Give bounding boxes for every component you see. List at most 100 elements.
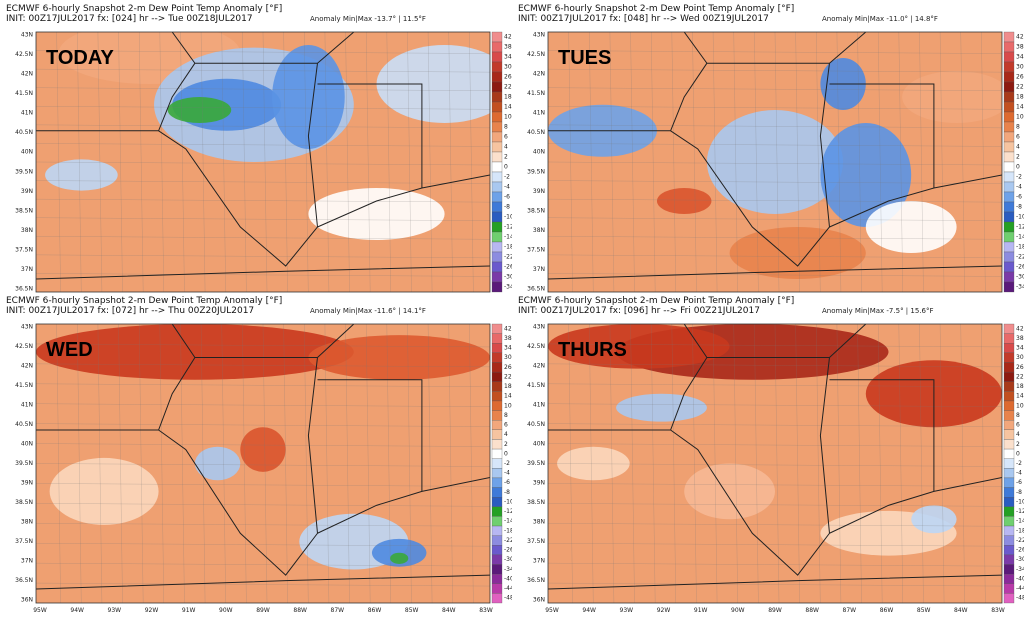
- colorbar-swatch: [491, 51, 503, 63]
- colorbar-swatch: [491, 71, 503, 83]
- colorbar-swatch: [1003, 573, 1015, 584]
- county-line: [36, 124, 490, 129]
- map: [548, 324, 1002, 603]
- colorbar-swatch: [491, 151, 503, 163]
- county-line: [324, 32, 330, 292]
- colorbar-label: -14: [504, 518, 514, 525]
- colorbar-swatch: [491, 333, 503, 344]
- county-line: [960, 32, 965, 292]
- lon-label: 90W: [731, 607, 745, 614]
- colorbar-swatch: [491, 131, 503, 143]
- colorbar-label: 0: [504, 450, 508, 457]
- county-line: [671, 32, 676, 292]
- county-line: [836, 324, 842, 603]
- lon-label: 83W: [479, 607, 493, 614]
- colorbar-swatch: [1003, 31, 1015, 43]
- county-line: [939, 32, 945, 292]
- colorbar-label: 10: [1016, 402, 1024, 409]
- county-line: [981, 32, 986, 292]
- lat-label: 36.5N: [15, 286, 33, 293]
- county-line: [836, 32, 842, 292]
- colorbar-swatch: [491, 81, 503, 93]
- county-line: [36, 161, 490, 166]
- colorbar-label: 2: [1016, 154, 1020, 161]
- lat-label: 42N: [21, 71, 33, 78]
- colorbar-label: 0: [1016, 164, 1020, 171]
- colorbar-label: 22: [1016, 84, 1024, 91]
- map: [548, 32, 1002, 292]
- county-line: [878, 324, 883, 603]
- colorbar-swatch: [491, 191, 503, 203]
- county-line: [386, 32, 391, 292]
- colorbar-label: 30: [504, 354, 512, 361]
- lon-label: 90W: [219, 607, 233, 614]
- county-line: [242, 324, 247, 603]
- colorbar-swatch: [491, 477, 503, 488]
- lon-label: 95W: [33, 607, 47, 614]
- colorbar-swatch: [491, 497, 503, 507]
- county-line: [548, 217, 1002, 221]
- colorbar-label: -26: [504, 547, 514, 554]
- lat-label: 39.5N: [527, 460, 545, 467]
- colorbar-swatch: [491, 91, 503, 103]
- county-line: [630, 32, 635, 292]
- colorbar-swatch: [1003, 81, 1015, 93]
- lon-label: 91W: [694, 607, 708, 614]
- colorbar-swatch: [1003, 352, 1015, 363]
- colorbar-swatch: [491, 61, 503, 73]
- lon-label: 85W: [405, 607, 419, 614]
- county-line: [651, 324, 656, 603]
- colorbar-label: -2: [504, 174, 510, 181]
- colorbar-swatch: [491, 261, 503, 273]
- lat-label: 39N: [533, 188, 545, 195]
- colorbar-swatch: [1003, 101, 1015, 113]
- colorbar-label: -14: [1016, 234, 1024, 241]
- colorbar-label: -34: [1016, 284, 1024, 291]
- lat-label: 42.5N: [527, 343, 545, 350]
- colorbar-label: 30: [1016, 64, 1024, 71]
- colorbar-swatch: [491, 535, 503, 546]
- county-line: [795, 324, 800, 603]
- colorbar-label: 42: [1016, 34, 1024, 41]
- colorbar-label: 2: [504, 441, 508, 448]
- anomaly-area: [167, 97, 232, 123]
- colorbar-swatch: [1003, 261, 1015, 273]
- colorbar-label: -6: [1016, 194, 1022, 201]
- colorbar-swatch: [1003, 333, 1015, 344]
- colorbar-label: 14: [1016, 104, 1024, 111]
- colorbar-label: 14: [504, 104, 512, 111]
- county-line: [919, 32, 924, 292]
- panel: ECMWF 6-hourly Snapshot 2-m Dew Point Te…: [512, 296, 1024, 617]
- colorbar-swatch: [1003, 487, 1015, 498]
- lat-label: 43N: [21, 32, 33, 39]
- lon-label: 86W: [880, 607, 894, 614]
- colorbar-swatch: [491, 410, 503, 421]
- county-line: [118, 324, 123, 603]
- colorbar-swatch: [1003, 371, 1015, 382]
- county-line: [345, 32, 350, 292]
- colorbar-swatch: [1003, 211, 1015, 223]
- county-line: [712, 32, 718, 292]
- colorbar-swatch: [491, 448, 503, 459]
- county-line: [180, 32, 185, 292]
- state-border: [548, 32, 1002, 280]
- colorbar-swatch: [491, 400, 503, 411]
- colorbar-swatch: [1003, 525, 1015, 536]
- county-line: [754, 324, 759, 603]
- colorbar-label: -2: [1016, 174, 1022, 181]
- county-line: [448, 32, 453, 292]
- colorbar-swatch: [1003, 91, 1015, 103]
- county-line: [548, 87, 1002, 91]
- colorbar-label: 10: [1016, 114, 1024, 121]
- colorbar-swatch: [1003, 420, 1015, 430]
- colorbar-swatch: [491, 101, 503, 113]
- colorbar-swatch: [491, 381, 503, 392]
- colorbar-swatch: [1003, 458, 1015, 469]
- county-line: [36, 423, 490, 427]
- lat-label: 40N: [533, 149, 545, 156]
- anomaly-area: [616, 393, 707, 422]
- county-line: [36, 198, 490, 203]
- colorbar-swatch: [1003, 343, 1015, 354]
- colorbar-swatch: [1003, 468, 1015, 479]
